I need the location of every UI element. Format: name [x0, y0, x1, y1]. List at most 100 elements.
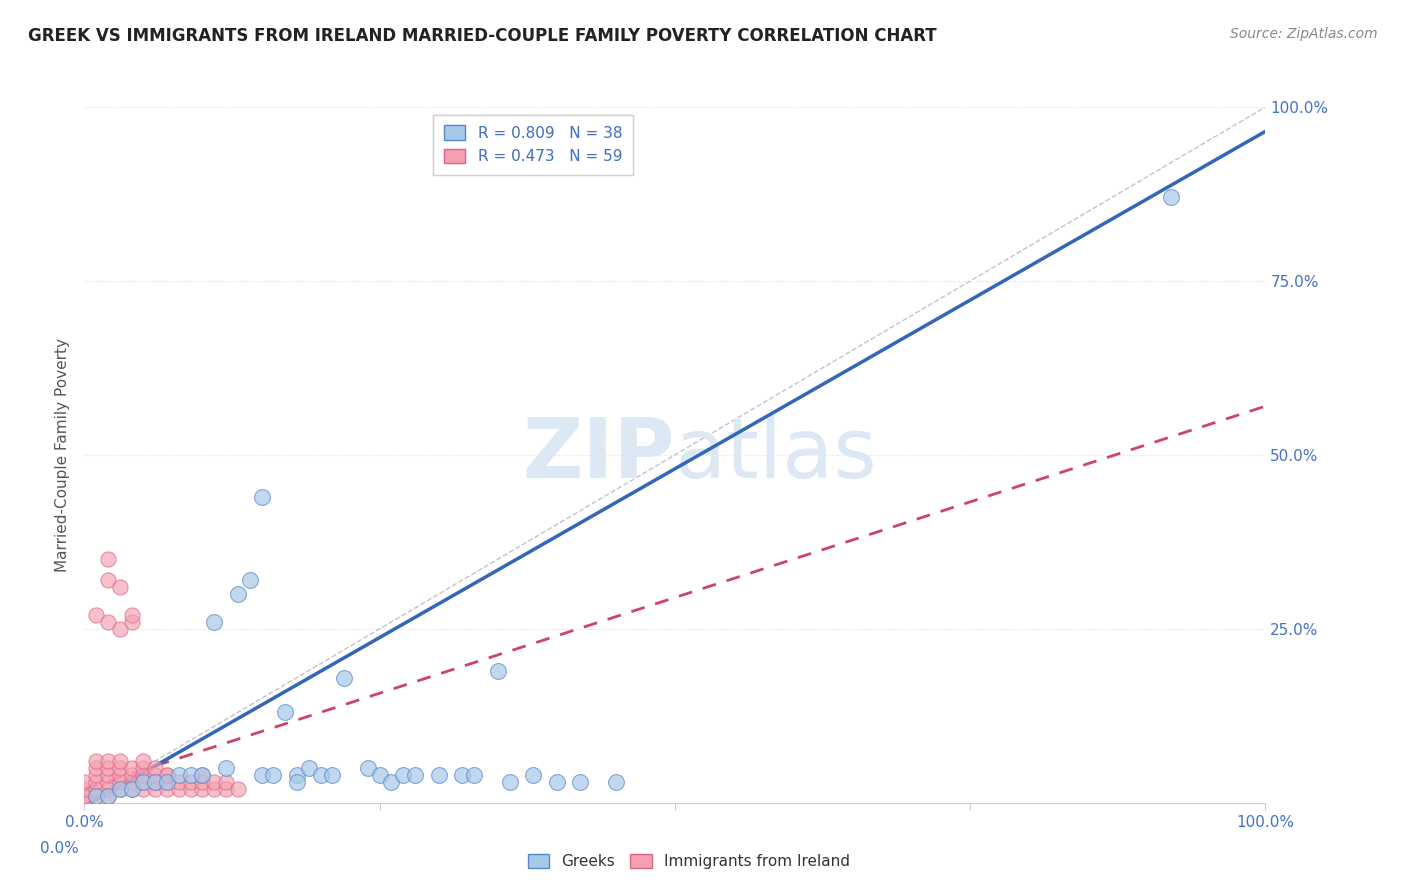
Point: [97, 754, 120, 768]
Point: [97, 761, 120, 775]
Point: [368, 768, 391, 782]
Point: [451, 768, 474, 782]
Point: [274, 706, 297, 720]
Point: [108, 781, 131, 796]
Point: [486, 664, 509, 678]
Point: [522, 768, 544, 782]
Point: [404, 768, 426, 782]
Point: [143, 775, 166, 789]
Point: [167, 781, 190, 796]
Point: [108, 768, 131, 782]
Point: [191, 775, 214, 789]
Point: [191, 768, 214, 782]
Point: [143, 775, 166, 789]
Point: [97, 552, 120, 566]
Point: [84, 781, 107, 796]
Point: [546, 775, 568, 789]
Point: [180, 781, 202, 796]
Point: [262, 768, 284, 782]
Point: [97, 781, 120, 796]
Point: [121, 615, 143, 629]
Point: [156, 781, 179, 796]
Point: [132, 754, 155, 768]
Point: [84, 607, 107, 622]
Point: [569, 775, 592, 789]
Point: [380, 775, 402, 789]
Point: [108, 754, 131, 768]
Point: [167, 768, 190, 782]
Text: atlas: atlas: [675, 415, 876, 495]
Point: [97, 775, 120, 789]
Point: [202, 615, 225, 629]
Point: [605, 775, 627, 789]
Point: [132, 768, 155, 782]
Point: [202, 775, 225, 789]
Point: [132, 775, 155, 789]
Point: [156, 775, 179, 789]
Point: [309, 768, 332, 782]
Point: [108, 580, 131, 594]
Point: [1160, 190, 1182, 204]
Point: [121, 768, 143, 782]
Point: [285, 768, 308, 782]
Point: [215, 781, 238, 796]
Point: [73, 796, 96, 810]
Point: [121, 781, 143, 796]
Point: [108, 761, 131, 775]
Text: Source: ZipAtlas.com: Source: ZipAtlas.com: [1230, 27, 1378, 41]
Point: [132, 781, 155, 796]
Point: [202, 781, 225, 796]
Point: [132, 761, 155, 775]
Point: [84, 754, 107, 768]
Point: [121, 607, 143, 622]
Point: [97, 615, 120, 629]
Point: [357, 761, 380, 775]
Legend: Greeks, Immigrants from Ireland: Greeks, Immigrants from Ireland: [522, 847, 856, 875]
Point: [132, 775, 155, 789]
Point: [84, 761, 107, 775]
Point: [392, 768, 415, 782]
Y-axis label: Married-Couple Family Poverty: Married-Couple Family Poverty: [55, 338, 70, 572]
Point: [84, 775, 107, 789]
Point: [156, 775, 179, 789]
Point: [121, 761, 143, 775]
Point: [73, 789, 96, 803]
Point: [121, 775, 143, 789]
Point: [84, 768, 107, 782]
Point: [97, 789, 120, 803]
Point: [180, 775, 202, 789]
Point: [239, 573, 262, 587]
Point: [226, 781, 249, 796]
Point: [73, 781, 96, 796]
Point: [121, 781, 143, 796]
Point: [108, 622, 131, 636]
Point: [250, 490, 273, 504]
Point: [427, 768, 450, 782]
Point: [298, 761, 321, 775]
Point: [250, 768, 273, 782]
Point: [498, 775, 520, 789]
Point: [191, 768, 214, 782]
Point: [285, 775, 308, 789]
Point: [156, 768, 179, 782]
Point: [97, 789, 120, 803]
Point: [97, 768, 120, 782]
Point: [156, 768, 179, 782]
Point: [180, 768, 202, 782]
Point: [143, 761, 166, 775]
Legend: R = 0.809   N = 38, R = 0.473   N = 59: R = 0.809 N = 38, R = 0.473 N = 59: [433, 115, 633, 175]
Point: [84, 789, 107, 803]
Point: [84, 789, 107, 803]
Point: [191, 781, 214, 796]
Point: [97, 573, 120, 587]
Point: [215, 761, 238, 775]
Point: [143, 768, 166, 782]
Point: [167, 775, 190, 789]
Text: 0.0%: 0.0%: [39, 841, 79, 856]
Point: [226, 587, 249, 601]
Point: [333, 671, 356, 685]
Point: [73, 775, 96, 789]
Point: [108, 781, 131, 796]
Point: [143, 781, 166, 796]
Text: GREEK VS IMMIGRANTS FROM IRELAND MARRIED-COUPLE FAMILY POVERTY CORRELATION CHART: GREEK VS IMMIGRANTS FROM IRELAND MARRIED…: [28, 27, 936, 45]
